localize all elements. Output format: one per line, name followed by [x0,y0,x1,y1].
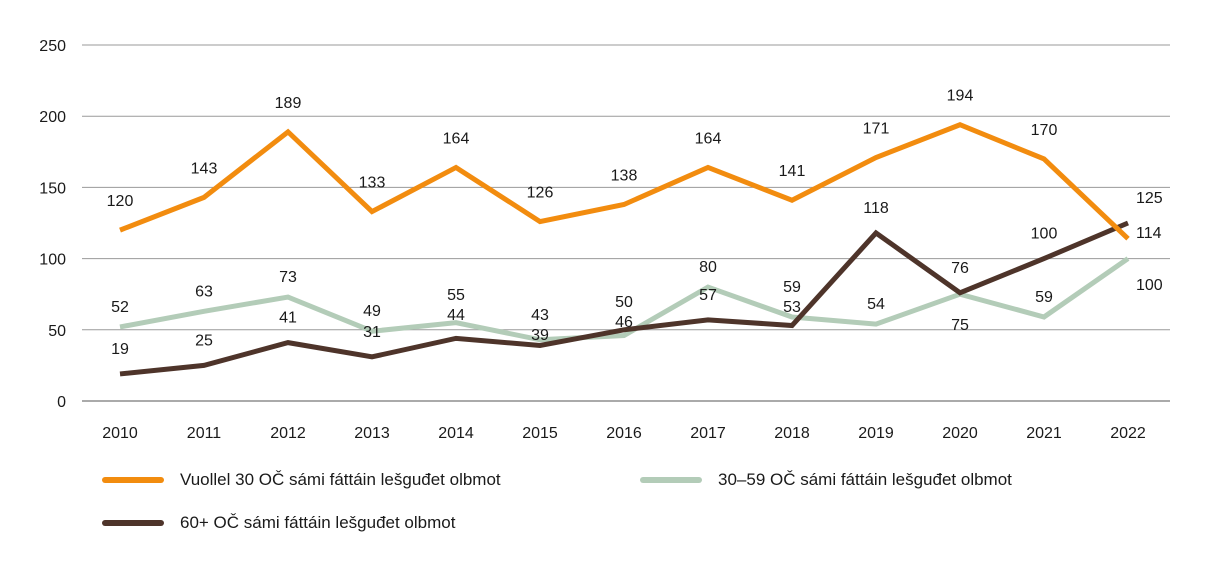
line-chart: 0 50 100 150 200 250 2010 2011 2012 2013 2014 2015 2… [39,38,1170,442]
y-tick-label: 200 [39,109,66,126]
data-label: 39 [531,327,549,344]
data-label: 57 [699,287,717,304]
x-tick-label: 2015 [522,425,558,442]
data-label: 164 [443,130,470,147]
y-tick-label: 150 [39,180,66,197]
data-label: 54 [867,296,885,313]
data-label: 55 [447,287,465,304]
data-label: 59 [783,279,801,296]
y-tick-label: 100 [39,252,66,269]
data-label: 46 [615,314,633,331]
x-tick-label: 2019 [858,425,894,442]
data-label: 73 [279,269,297,286]
data-label: 53 [783,299,801,316]
data-label: 133 [359,175,386,192]
data-label: 141 [779,163,806,180]
legend-swatch [102,520,164,526]
x-tick-label: 2016 [606,425,642,442]
data-label: 100 [1136,277,1163,294]
x-tick-label: 2018 [774,425,810,442]
data-label: 31 [363,324,381,341]
data-label: 76 [951,260,969,277]
x-tick-label: 2012 [270,425,306,442]
legend-label: 60+ OČ sámi fáttáin lešguđet olbmot [180,513,456,532]
data-label: 143 [191,160,218,177]
x-tick-label: 2013 [354,425,390,442]
data-label: 25 [195,332,213,349]
data-label: 49 [363,303,381,320]
series-line [119,122,1130,241]
data-label: 125 [1136,190,1163,207]
legend-item-under-30: Vuollel 30 OČ sámi fáttáin lešguđet olbm… [102,470,501,490]
x-tick-label: 2022 [1110,425,1146,442]
series-line [119,220,1129,377]
legend-swatch [640,477,702,483]
data-label: 44 [447,307,465,324]
data-label: 100 [1031,226,1058,243]
data-label: 50 [615,294,633,311]
y-tick-label: 250 [39,38,66,55]
x-tick-label: 2011 [187,425,222,442]
data-label: 63 [195,283,213,300]
x-tick-label: 2010 [102,425,138,442]
legend-swatch [102,477,164,483]
data-label: 43 [531,307,549,324]
data-label: 41 [279,310,297,327]
data-label: 164 [695,130,722,147]
y-tick-label: 50 [48,323,66,340]
data-label: 171 [863,120,890,137]
data-label: 138 [611,167,638,184]
data-label: 75 [951,317,969,334]
y-tick-label: 0 [57,394,66,411]
data-label: 170 [1031,122,1058,139]
data-label: 59 [1035,289,1053,306]
legend-label: 30–59 OČ sámi fáttáin lešguđet olbmot [718,470,1012,489]
data-label: 194 [947,88,974,105]
legend-label: Vuollel 30 OČ sámi fáttáin lešguđet olbm… [180,470,501,489]
data-label: 189 [275,95,302,112]
data-label: 120 [107,193,134,210]
x-tick-label: 2021 [1026,425,1062,442]
data-label: 114 [1136,225,1162,242]
x-tick-label: 2017 [690,425,726,442]
data-label: 118 [863,200,889,217]
legend-item-60-plus: 60+ OČ sámi fáttáin lešguđet olbmot [102,513,455,533]
legend-item-30-59: 30–59 OČ sámi fáttáin lešguđet olbmot [640,470,1012,490]
data-label: 80 [699,259,717,276]
data-label: 126 [527,185,554,202]
data-label: 19 [111,341,129,358]
x-tick-label: 2020 [942,425,978,442]
x-tick-label: 2014 [438,425,474,442]
data-label: 52 [111,299,129,316]
